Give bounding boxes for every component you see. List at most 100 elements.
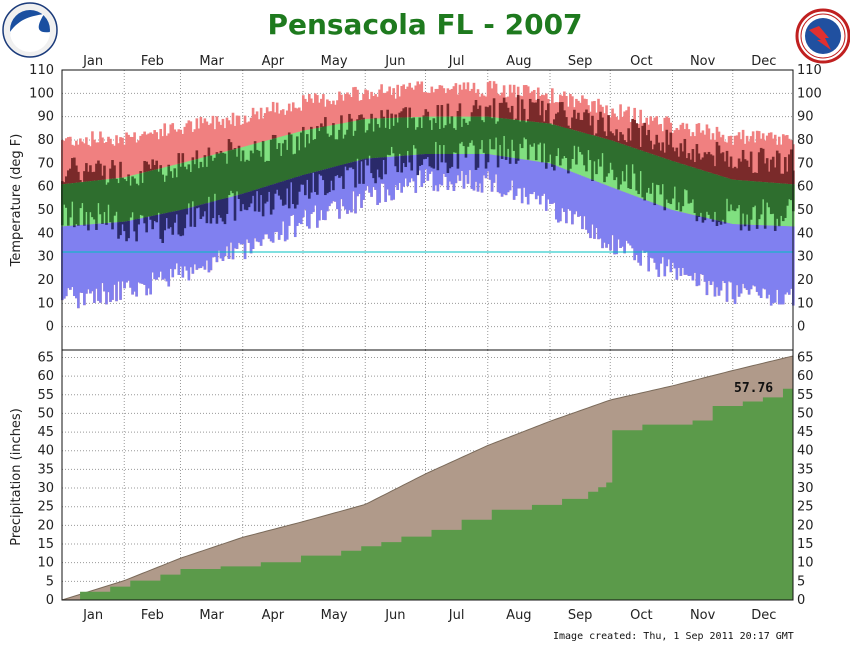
temperature-tick-left: 30 xyxy=(37,250,54,265)
actual-temperature-bar xyxy=(89,165,92,182)
actual-temperature-bar xyxy=(625,145,628,165)
below-normal-bar xyxy=(99,223,102,303)
actual-temperature-bar xyxy=(285,179,289,189)
precipitation-tick-right: 60 xyxy=(797,369,814,384)
actual-temperature-bar xyxy=(532,121,536,144)
actual-temperature-bar xyxy=(635,123,638,149)
actual-temperature-bar xyxy=(239,194,243,212)
actual-temperature-bar xyxy=(237,148,241,195)
below-normal-bar xyxy=(717,220,721,296)
below-normal-bar xyxy=(133,219,136,292)
actual-temperature-bar xyxy=(332,167,335,191)
temperature-tick-right: 20 xyxy=(797,273,814,288)
actual-temperature-bar xyxy=(247,160,251,192)
actual-temperature-bar xyxy=(599,111,602,138)
below-normal-bar xyxy=(651,202,655,259)
actual-temperature-bar xyxy=(516,120,520,159)
precipitation-tick-right: 45 xyxy=(797,425,814,440)
actual-temperature-bar xyxy=(673,151,677,162)
actual-temperature-bar xyxy=(386,118,389,155)
actual-temperature-bar xyxy=(751,173,755,182)
below-normal-bar xyxy=(402,155,406,187)
actual-temperature-bar xyxy=(450,154,454,167)
below-normal-bar xyxy=(263,186,267,235)
actual-temperature-bar xyxy=(611,133,614,141)
actual-temperature-bar xyxy=(591,115,594,136)
actual-temperature-bar xyxy=(316,171,319,195)
actual-temperature-bar xyxy=(203,203,207,212)
actual-temperature-bar xyxy=(151,170,154,216)
below-normal-bar xyxy=(271,184,275,243)
actual-temperature-bar xyxy=(139,173,142,215)
actual-temperature-bar xyxy=(135,219,138,242)
below-normal-bar xyxy=(470,154,474,189)
precipitation-tick-left: 60 xyxy=(37,369,54,384)
below-normal-bar xyxy=(765,225,769,299)
below-normal-bar xyxy=(119,221,122,300)
actual-temperature-bar xyxy=(567,128,570,171)
actual-temperature-bar xyxy=(81,182,84,204)
actual-temperature-bar xyxy=(739,161,743,181)
actual-temperature-bar xyxy=(95,163,98,181)
below-normal-bar xyxy=(781,225,785,305)
actual-temperature-bar xyxy=(384,157,387,175)
actual-temperature-bar xyxy=(394,114,397,118)
below-normal-bar xyxy=(609,186,612,251)
actual-temperature-bar xyxy=(546,123,550,163)
below-normal-bar xyxy=(424,154,428,170)
below-normal-bar xyxy=(340,164,343,200)
below-normal-bar xyxy=(139,218,142,284)
below-normal-bar xyxy=(673,210,677,269)
actual-temperature-bar xyxy=(540,100,544,123)
actual-temperature-bar xyxy=(137,185,140,219)
actual-temperature-bar xyxy=(577,131,580,147)
actual-temperature-bar xyxy=(320,170,323,176)
actual-temperature-bar xyxy=(352,161,355,170)
below-normal-bar xyxy=(755,224,759,292)
below-normal-bar xyxy=(468,154,472,171)
normal-range-bar xyxy=(725,177,729,223)
actual-temperature-bar xyxy=(705,171,709,212)
actual-temperature-bar xyxy=(721,152,725,177)
actual-temperature-bar xyxy=(382,118,385,158)
actual-temperature-bar xyxy=(454,129,458,153)
below-normal-bar xyxy=(643,199,646,253)
actual-temperature-bar xyxy=(287,179,291,209)
actual-temperature-bar xyxy=(153,169,156,216)
below-normal-bar xyxy=(187,207,191,281)
actual-temperature-bar xyxy=(458,116,462,144)
actual-temperature-bar xyxy=(571,129,574,159)
actual-temperature-bar xyxy=(137,218,140,225)
below-normal-bar xyxy=(733,224,737,305)
actual-temperature-bar xyxy=(155,169,158,215)
below-normal-bar xyxy=(647,200,651,272)
below-normal-bar xyxy=(227,197,231,259)
actual-temperature-bar xyxy=(338,165,341,178)
actual-temperature-bar xyxy=(197,168,201,206)
actual-temperature-bar xyxy=(356,119,359,121)
actual-temperature-bar xyxy=(181,153,185,163)
below-normal-bar xyxy=(677,211,681,268)
below-normal-bar xyxy=(514,158,518,196)
below-normal-bar xyxy=(217,199,221,251)
below-normal-bar xyxy=(65,226,68,297)
actual-temperature-bar xyxy=(669,132,673,161)
actual-temperature-bar xyxy=(175,210,179,215)
actual-temperature-bar xyxy=(553,124,556,165)
below-normal-bar xyxy=(619,190,622,248)
precipitation-tick-left: 0 xyxy=(46,593,54,608)
actual-temperature-bar xyxy=(129,185,132,218)
below-normal-bar xyxy=(530,160,534,195)
actual-temperature-bar xyxy=(265,160,269,187)
actual-temperature-bar xyxy=(687,153,691,166)
actual-temperature-bar xyxy=(585,133,588,172)
below-normal-bar xyxy=(761,225,765,289)
below-normal-bar xyxy=(318,170,321,221)
normal-range-bar xyxy=(63,184,66,227)
below-normal-bar xyxy=(237,194,241,243)
actual-temperature-bar xyxy=(113,178,116,216)
actual-temperature-bar xyxy=(522,108,526,121)
actual-temperature-bar xyxy=(143,160,146,173)
actual-temperature-bar xyxy=(396,156,399,173)
